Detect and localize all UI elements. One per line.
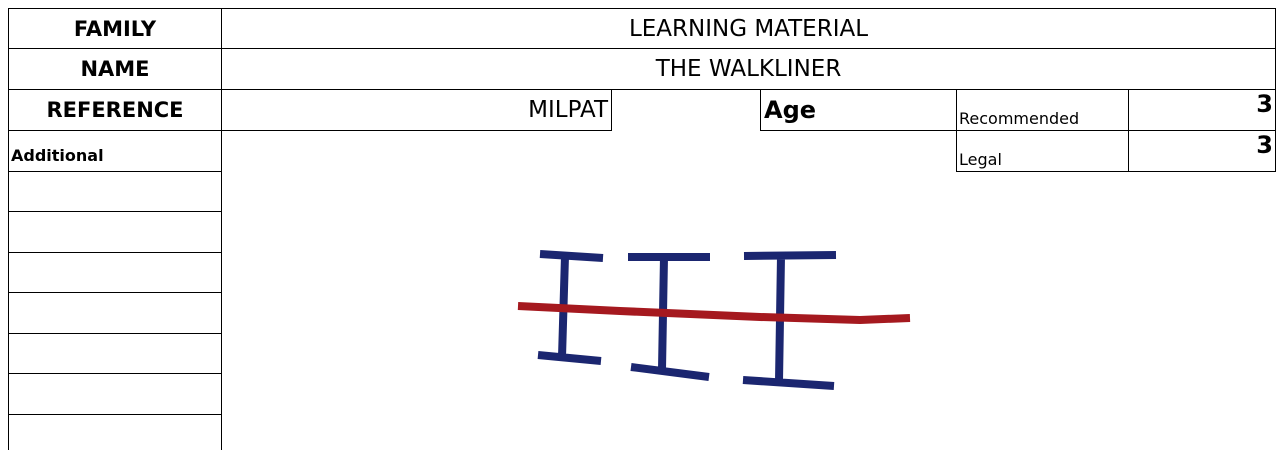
age-label: Age <box>760 89 957 131</box>
empty-cell <box>8 414 222 450</box>
empty-cell <box>8 373 222 415</box>
name-label: NAME <box>8 48 222 90</box>
reference-value: MILPAT <box>221 89 612 131</box>
